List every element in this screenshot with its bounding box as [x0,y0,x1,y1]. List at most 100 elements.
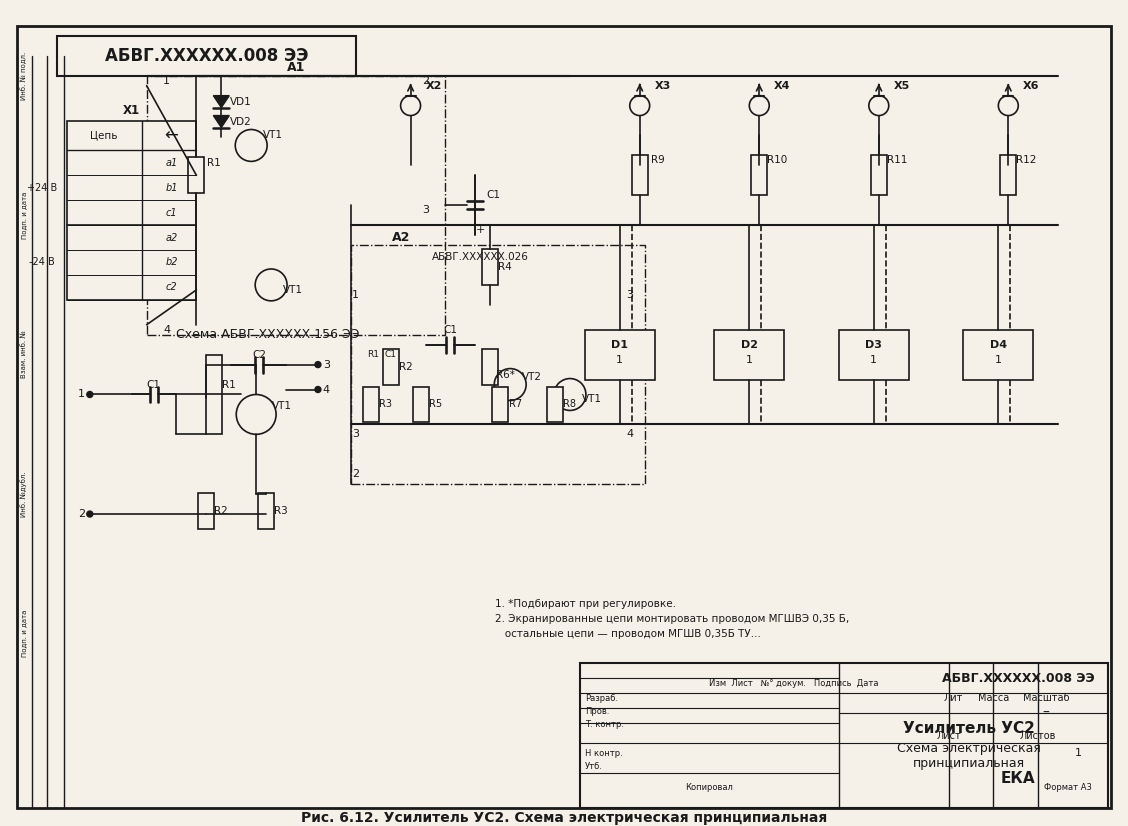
Text: Рис. 6.12. Усилитель УС2. Схема электрическая принципиальная: Рис. 6.12. Усилитель УС2. Схема электрич… [301,811,827,825]
Text: 3: 3 [323,359,329,369]
Text: АБВГ.XXXXXX.026: АБВГ.XXXXXX.026 [432,252,529,262]
Bar [351,245,645,484]
Text: A1: A1 [287,61,306,74]
Text: R6*: R6* [496,369,514,380]
Polygon shape [213,96,229,107]
Text: 1: 1 [995,354,1002,364]
Text: VT1: VT1 [582,395,602,405]
Text: Взам. инб. №: Взам. инб. № [21,331,27,378]
Bar [363,387,379,422]
Text: X2: X2 [425,81,442,91]
Bar [580,663,1108,808]
Text: R2: R2 [398,362,413,372]
Text: Схема электрическая: Схема электрическая [897,742,1040,755]
Text: 3: 3 [626,290,633,300]
Text: 4: 4 [162,325,170,335]
Text: a1: a1 [166,158,177,168]
Text: ЕКА: ЕКА [1001,771,1036,786]
Text: X5: X5 [893,81,910,91]
Text: Усилитель УС2: Усилитель УС2 [902,721,1034,736]
Text: Разраб.: Разраб. [585,694,618,703]
Text: Копировал: Копировал [686,784,733,792]
Text: Схема АБВГ.XXXXXX.156 ЭЭ: Схема АБВГ.XXXXXX.156 ЭЭ [176,328,360,341]
Text: a2: a2 [166,233,177,243]
Text: D1: D1 [611,339,628,349]
Text: Н контр.: Н контр. [585,748,623,757]
Text: D4: D4 [989,339,1007,349]
Text: 1: 1 [746,354,752,364]
Text: 1: 1 [871,354,878,364]
Text: Пров.: Пров. [585,707,609,716]
Text: X6: X6 [1023,81,1040,91]
Text: X1: X1 [123,104,140,117]
Bar [632,155,647,195]
Text: 1: 1 [352,290,360,300]
Bar [258,493,274,529]
Text: R3: R3 [274,506,288,516]
Bar [413,387,429,422]
Text: Утб.: Утб. [585,762,603,771]
Text: R7: R7 [509,400,522,410]
Bar [67,121,196,300]
Circle shape [87,392,92,397]
Circle shape [87,511,92,517]
Text: X4: X4 [774,81,791,91]
Bar [206,354,222,434]
Bar [483,249,499,285]
Text: Лит: Лит [944,693,963,703]
Text: C2: C2 [253,349,266,359]
Text: R9: R9 [651,155,664,165]
Bar [492,387,509,422]
Text: АБВГ.XXXXXX.008 ЭЭ: АБВГ.XXXXXX.008 ЭЭ [942,672,1094,685]
Text: C1: C1 [486,190,501,200]
Text: VT1: VT1 [263,131,283,140]
Text: R2: R2 [214,506,228,516]
Text: A2: A2 [391,230,409,244]
Bar [963,330,1033,380]
Polygon shape [213,116,229,127]
Text: +: + [476,225,485,235]
Bar [751,155,767,195]
Bar [483,349,499,385]
Text: Инб. №дубл.: Инб. №дубл. [20,472,27,517]
Text: b2: b2 [166,258,178,268]
Bar [82,349,351,544]
Text: 1: 1 [78,390,85,400]
Text: VT1: VT1 [283,285,303,295]
Circle shape [315,387,321,392]
Text: остальные цепи — проводом МГШВ 0,35Б ТУ...: остальные цепи — проводом МГШВ 0,35Б ТУ.… [495,629,761,638]
Text: Формат А3: Формат А3 [1045,784,1092,792]
Text: R3: R3 [379,400,393,410]
Text: b1: b1 [166,183,178,192]
Text: принципиальная: принципиальная [913,757,1024,770]
Text: 1: 1 [1075,748,1082,758]
Text: D3: D3 [865,339,882,349]
Text: 2. Экранированные цепи монтировать проводом МГШВЭ 0,35 Б,: 2. Экранированные цепи монтировать прово… [495,614,849,624]
Text: R1: R1 [367,350,379,359]
Bar [839,330,909,380]
Text: R11: R11 [887,155,907,165]
Text: VD1: VD1 [230,97,253,107]
Text: R4: R4 [499,262,512,272]
Text: Листов: Листов [1020,731,1057,741]
Text: Масштаб: Масштаб [1023,693,1069,703]
Text: 2: 2 [352,469,360,479]
Bar [147,76,446,335]
Text: Цепь: Цепь [90,131,117,140]
Text: 3: 3 [352,430,360,439]
Bar [382,349,398,385]
Text: 2: 2 [78,509,85,519]
Bar [1001,155,1016,195]
Text: VD2: VD2 [230,116,253,126]
Text: VT1: VT1 [272,401,292,411]
Text: c2: c2 [166,282,177,292]
Bar [188,158,204,193]
Text: Подп. и дата: Подп. и дата [21,610,27,657]
Text: R1: R1 [208,159,221,169]
Text: Масса: Масса [978,693,1008,703]
Text: –: – [1042,706,1049,720]
Text: -24 В: -24 В [29,258,55,268]
Text: +24 В: +24 В [27,183,58,192]
Bar [547,387,563,422]
Bar [871,155,887,195]
